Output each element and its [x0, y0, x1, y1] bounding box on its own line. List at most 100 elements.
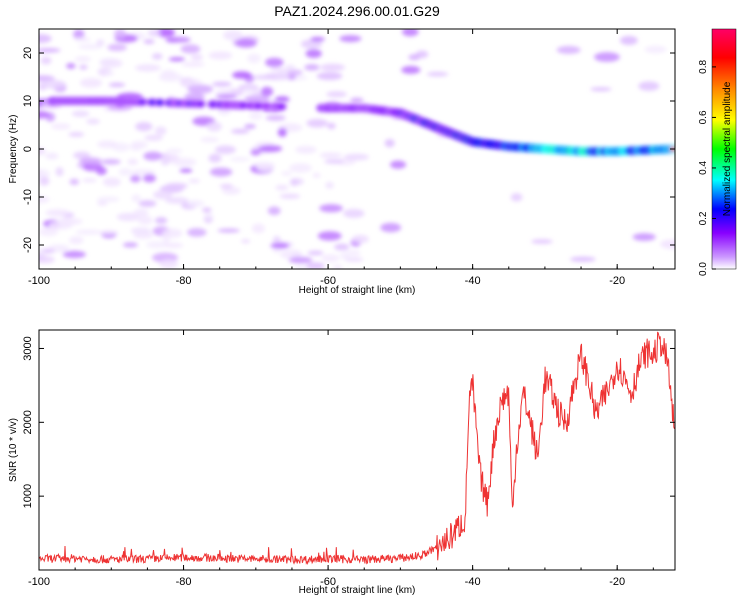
- spectral-noise-blob: [96, 196, 120, 203]
- spectral-noise-blob: [232, 71, 252, 79]
- spectral-noise-blob: [165, 182, 188, 190]
- spectral-noise-blob: [62, 250, 86, 259]
- spectral-noise-blob: [343, 153, 370, 161]
- spectral-noise-blob: [306, 118, 328, 128]
- spectral-noise-blob: [594, 52, 620, 62]
- spectral-noise-blob: [317, 231, 342, 241]
- spectral-noise-blob: [288, 256, 313, 264]
- snr-xtick-label: -80: [176, 576, 192, 588]
- spectral-noise-blob: [590, 87, 612, 92]
- snr-series-line: [39, 331, 675, 565]
- spectral-noise-blob: [181, 61, 205, 67]
- spectral-noise-blob: [510, 193, 523, 202]
- spectral-noise-blob: [130, 140, 148, 150]
- snr-xlabel: Height of straight line (km): [299, 585, 416, 596]
- spectral-noise-blob: [99, 58, 123, 68]
- spectrogram-xlabel: Height of straight line (km): [299, 285, 416, 296]
- spectral-noise-blob: [278, 67, 288, 74]
- spectral-noise-blob: [644, 45, 667, 54]
- spectrogram-xtick-label: -80: [176, 275, 192, 287]
- spectrogram-ytick-label: 0: [22, 146, 34, 152]
- spectral-noise-blob: [556, 45, 581, 54]
- spectral-noise-blob: [134, 64, 161, 72]
- ridge-core: [255, 103, 262, 109]
- spectral-noise-blob: [401, 29, 419, 37]
- spectral-noise-blob: [45, 152, 59, 160]
- spectral-noise-blob: [118, 168, 132, 177]
- spectral-noise-blob: [321, 254, 340, 263]
- spectral-noise-blob: [143, 173, 156, 183]
- spectral-noise-blob: [71, 110, 90, 117]
- spectral-noise-blob: [163, 242, 184, 249]
- spectral-noise-blob: [151, 53, 163, 60]
- spectral-noise-blob: [135, 122, 153, 132]
- snr-ytick-label: 1000: [22, 484, 34, 508]
- ridge-core: [209, 102, 217, 107]
- spectral-noise-blob: [40, 56, 52, 65]
- spectral-noise-blob: [122, 242, 138, 248]
- spectral-noise-blob: [55, 167, 64, 177]
- spectral-noise-blob: [131, 194, 142, 203]
- spectral-noise-blob: [235, 38, 257, 48]
- spectral-noise-blob: [250, 149, 261, 156]
- spectral-noise-blob: [265, 57, 284, 68]
- spectral-noise-blob: [201, 207, 212, 213]
- spectral-noise-blob: [312, 172, 321, 178]
- spectral-noise-blob: [334, 243, 350, 251]
- spectral-noise-blob: [325, 181, 334, 189]
- spectral-noise-blob: [279, 193, 301, 199]
- ridge-core: [148, 100, 156, 105]
- spectral-noise-blob: [42, 248, 56, 253]
- spectral-noise-blob: [39, 195, 50, 204]
- spectral-noise-blob: [137, 215, 153, 225]
- snr-xtick-label: -100: [28, 576, 50, 588]
- snr-panel: -100 -80 -60 -40 -20 1000 2000 3000 Height of …: [8, 329, 676, 596]
- spectral-noise-blob: [96, 39, 105, 47]
- colorbar-tick-label: 0.4: [698, 161, 709, 175]
- spectral-noise-blob: [143, 151, 163, 161]
- spectral-noise-blob: [285, 64, 296, 70]
- spectral-noise-blob: [219, 184, 234, 189]
- ridge-core: [196, 101, 204, 107]
- spectral-noise-blob: [277, 127, 287, 137]
- spectral-noise-blob: [82, 178, 98, 183]
- spectral-noise-blob: [78, 43, 103, 50]
- spectral-noise-blob: [351, 234, 369, 244]
- spectral-noise-blob: [162, 228, 183, 238]
- chart-title: PAZ1.2024.296.00.01.G29: [274, 3, 440, 19]
- spectral-noise-blob: [159, 259, 179, 269]
- spectral-noise-blob: [39, 227, 59, 237]
- spectral-noise-blob: [570, 256, 596, 262]
- spectral-noise-blob: [343, 208, 365, 219]
- spectral-noise-blob: [212, 81, 232, 87]
- spectral-noise-blob: [208, 51, 233, 60]
- spectral-noise-blob: [638, 81, 660, 91]
- spectral-noise-blob: [244, 94, 270, 104]
- spectral-noise-blob: [179, 168, 193, 173]
- snr-xtick-label: -20: [609, 576, 625, 588]
- snr-ylabel: SNR (10 * v/v): [8, 418, 19, 482]
- spectral-noise-blob: [154, 217, 168, 224]
- spectral-noise-blob: [294, 265, 310, 269]
- spectral-noise-blob: [307, 250, 324, 256]
- spectral-noise-blob: [39, 253, 47, 262]
- snr-ytick-label: 3000: [22, 336, 34, 360]
- spectral-noise-blob: [408, 54, 421, 61]
- spectrogram-ylabel: Frequency (Hz): [8, 115, 19, 184]
- spectral-noise-blob: [260, 86, 274, 97]
- spectral-noise-blob: [165, 196, 189, 204]
- spectral-noise-blob: [215, 145, 236, 155]
- spectral-noise-blob: [73, 29, 85, 40]
- spectral-noise-blob: [165, 148, 183, 154]
- spectral-noise-blob: [231, 128, 250, 134]
- spectral-noise-blob: [344, 257, 364, 262]
- spectral-noise-blob: [187, 228, 207, 237]
- spectral-noise-blob: [206, 121, 222, 132]
- spectral-noise-blob: [51, 123, 71, 130]
- spectral-noise-blob: [143, 39, 155, 44]
- spectral-noise-blob: [247, 53, 261, 64]
- spectral-noise-blob: [107, 43, 127, 52]
- spectral-noise-blob: [133, 208, 149, 217]
